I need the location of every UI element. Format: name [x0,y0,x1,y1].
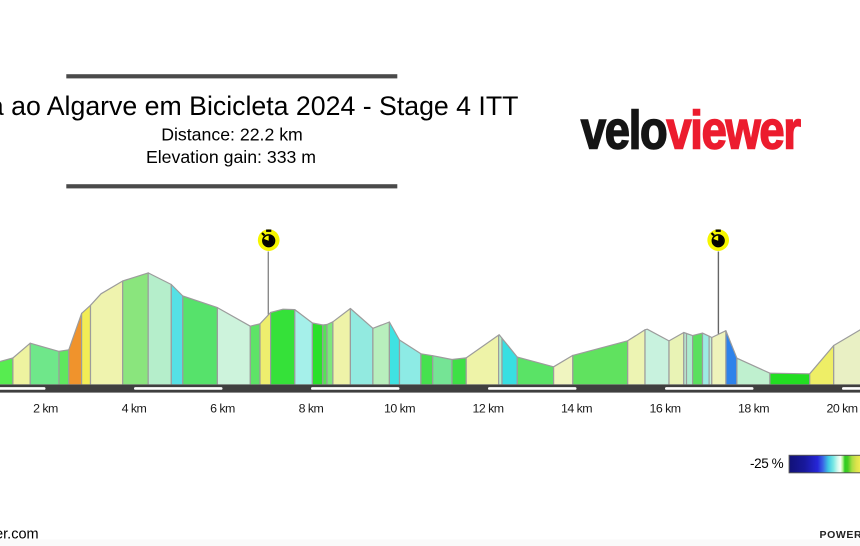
svg-text:veloviewer.com: veloviewer.com [0,526,39,542]
svg-text:14 km: 14 km [561,402,592,416]
svg-text:8 km: 8 km [299,402,324,416]
svg-text:POWERED BY STRAVA: POWERED BY STRAVA [820,529,860,541]
svg-text:6 km: 6 km [210,402,235,416]
svg-text:10 km: 10 km [384,402,415,416]
svg-text:Volta ao Algarve em Bicicleta: Volta ao Algarve em Bicicleta 2024 - Sta… [0,91,518,121]
svg-text:veloviewer: veloviewer [581,100,801,160]
svg-text:16 km: 16 km [650,402,681,416]
svg-text:4 km: 4 km [122,402,147,416]
svg-text:Distance: 22.2 km: Distance: 22.2 km [161,125,303,145]
svg-text:20 km: 20 km [827,402,858,416]
svg-text:18 km: 18 km [738,402,769,416]
svg-text:2 km: 2 km [33,402,58,416]
svg-text:12 km: 12 km [473,402,504,416]
svg-text:Elevation gain: 333 m: Elevation gain: 333 m [146,147,316,167]
svg-text:-25 %: -25 % [750,456,784,471]
